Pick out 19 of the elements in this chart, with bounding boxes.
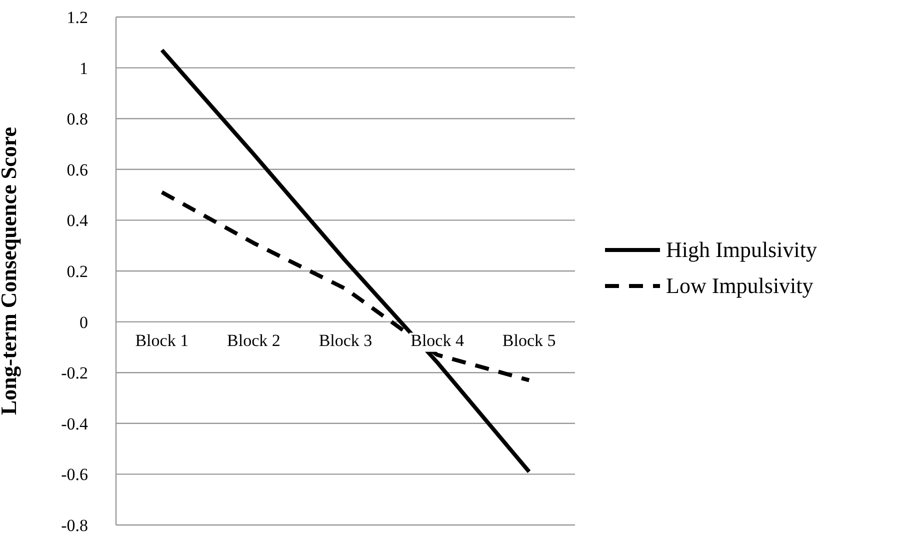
y-tick-label: 0 bbox=[80, 312, 88, 332]
x-tick-label: Block 3 bbox=[318, 330, 372, 350]
x-tick-label: Block 4 bbox=[410, 330, 464, 350]
x-tick-label: Block 5 bbox=[502, 330, 556, 350]
y-tick-label: 0.2 bbox=[66, 262, 88, 282]
y-tick-label: 1 bbox=[80, 58, 88, 78]
legend-label: High Impulsivity bbox=[666, 237, 817, 263]
y-tick-label: 0.4 bbox=[66, 211, 88, 230]
y-tick-label: 0.8 bbox=[66, 110, 88, 129]
legend-label: Low Impulsivity bbox=[666, 273, 814, 299]
y-tick-label: -0.6 bbox=[61, 465, 88, 484]
x-tick-label: Block 2 bbox=[227, 330, 280, 350]
y-tick-label: -0.4 bbox=[61, 414, 88, 434]
y-axis-title: Long-term Consequence Score bbox=[0, 126, 21, 415]
y-tick-label: 1.2 bbox=[66, 8, 88, 28]
y-tick-label: -0.2 bbox=[61, 364, 88, 383]
x-tick-label: Block 1 bbox=[135, 330, 189, 350]
y-tick-label: 0.6 bbox=[66, 160, 88, 180]
y-tick-label: -0.8 bbox=[61, 516, 88, 536]
